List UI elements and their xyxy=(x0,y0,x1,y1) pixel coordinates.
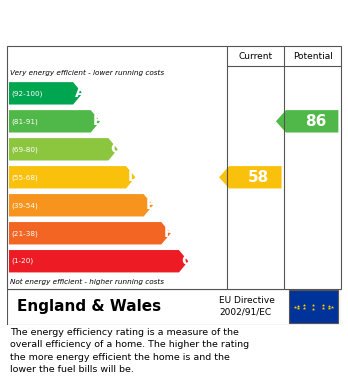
Polygon shape xyxy=(9,82,82,104)
Text: F: F xyxy=(163,226,173,240)
Text: Potential: Potential xyxy=(293,52,333,61)
Text: A: A xyxy=(75,86,86,100)
Text: Not energy efficient - higher running costs: Not energy efficient - higher running co… xyxy=(10,279,164,285)
Polygon shape xyxy=(9,222,171,244)
Polygon shape xyxy=(276,110,338,133)
Bar xyxy=(289,291,338,323)
Text: 58: 58 xyxy=(248,170,269,185)
Text: (55-68): (55-68) xyxy=(11,174,38,181)
Polygon shape xyxy=(9,166,135,188)
Polygon shape xyxy=(9,138,118,160)
Text: (1-20): (1-20) xyxy=(11,258,33,264)
Text: 86: 86 xyxy=(305,114,326,129)
Text: (21-38): (21-38) xyxy=(11,230,38,237)
Polygon shape xyxy=(9,194,153,217)
Text: (92-100): (92-100) xyxy=(11,90,43,97)
Text: Energy Efficiency Rating: Energy Efficiency Rating xyxy=(10,16,220,30)
Text: G: G xyxy=(181,254,192,268)
Text: D: D xyxy=(128,170,140,184)
Text: B: B xyxy=(93,114,103,128)
Polygon shape xyxy=(9,250,188,273)
Text: England & Wales: England & Wales xyxy=(17,299,161,314)
Text: The energy efficiency rating is a measure of the
overall efficiency of a home. T: The energy efficiency rating is a measur… xyxy=(10,328,250,374)
Text: EU Directive
2002/91/EC: EU Directive 2002/91/EC xyxy=(219,296,275,317)
Text: (39-54): (39-54) xyxy=(11,202,38,208)
Polygon shape xyxy=(219,166,282,188)
Text: (69-80): (69-80) xyxy=(11,146,38,152)
Text: Very energy efficient - lower running costs: Very energy efficient - lower running co… xyxy=(10,70,164,76)
Text: E: E xyxy=(146,198,155,212)
Polygon shape xyxy=(9,110,100,133)
Text: (81-91): (81-91) xyxy=(11,118,38,125)
Text: C: C xyxy=(110,142,121,156)
Text: Current: Current xyxy=(239,52,273,61)
